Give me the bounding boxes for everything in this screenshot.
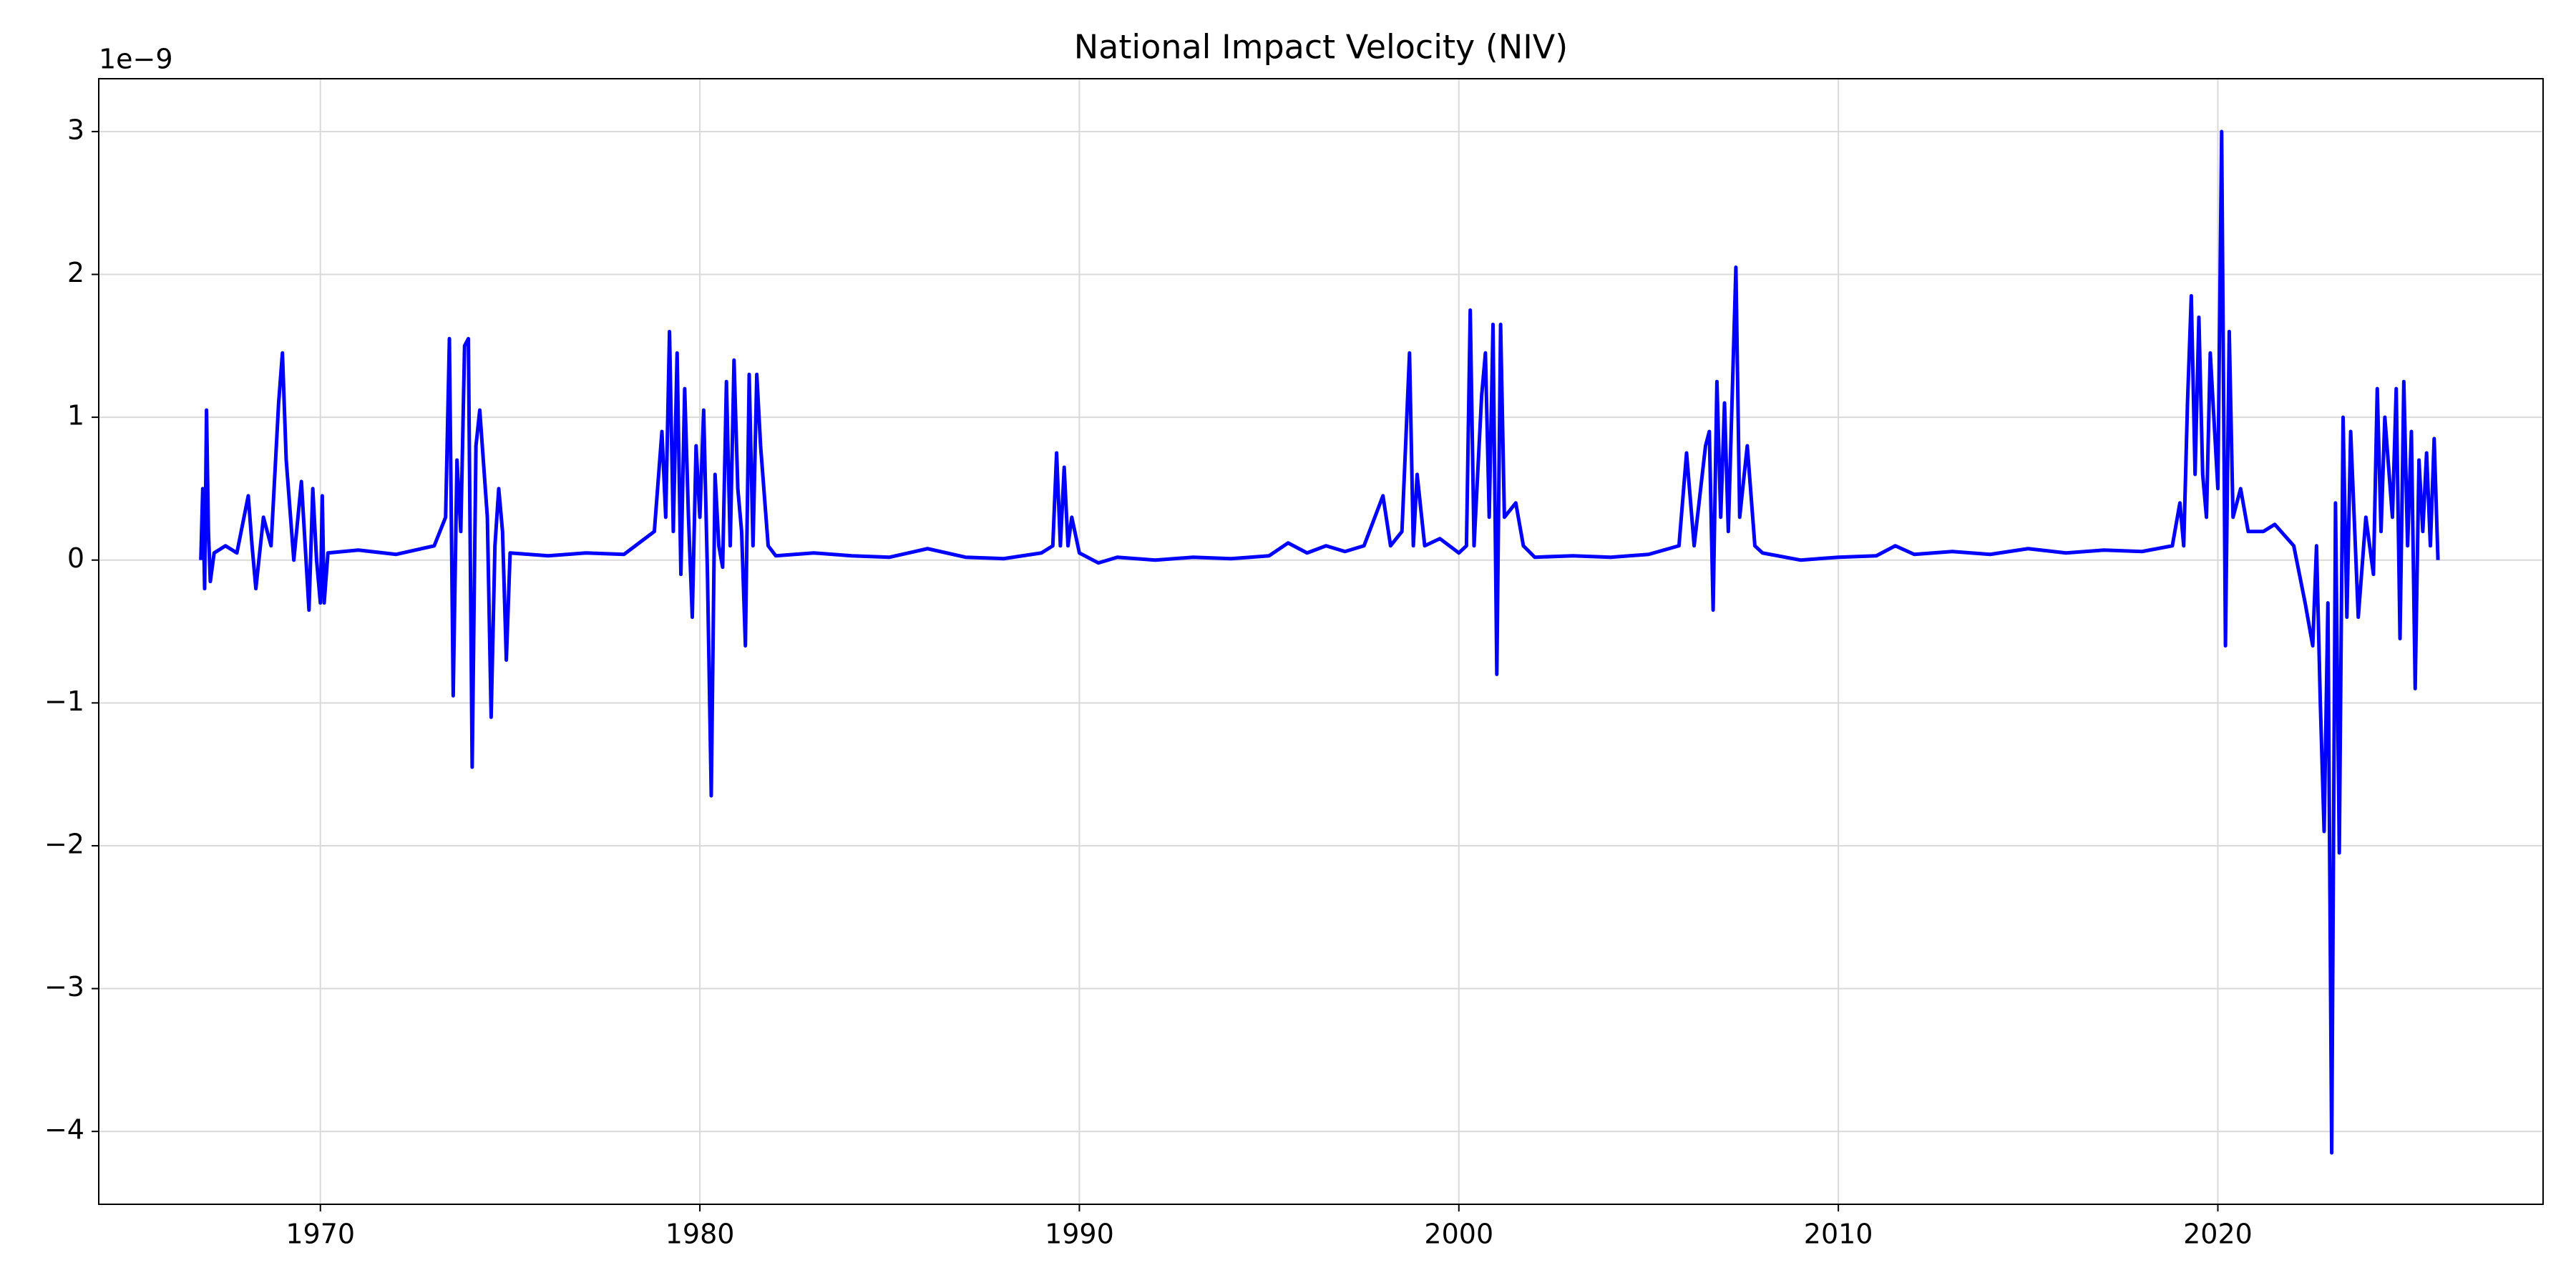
- x-tick-label: 1980: [665, 1219, 735, 1250]
- y-tick-label: −2: [44, 828, 84, 859]
- plot-frame: [98, 78, 2544, 1205]
- x-tick-label: 2010: [1804, 1219, 1873, 1250]
- y-offset-label: 1e−9: [99, 44, 173, 75]
- x-tick-label: 2020: [2183, 1219, 2253, 1250]
- y-tick-label: 1: [67, 400, 84, 431]
- y-tick-label: −3: [44, 971, 84, 1002]
- x-tick-label: 2000: [1424, 1219, 1493, 1250]
- y-tick-label: 3: [67, 114, 84, 145]
- y-tick-label: 0: [67, 542, 84, 574]
- x-tick-label: 1970: [286, 1219, 355, 1250]
- y-tick-label: −4: [44, 1114, 84, 1146]
- x-tick-label: 1990: [1045, 1219, 1114, 1250]
- y-tick-label: −1: [44, 686, 84, 717]
- y-tick-label: 2: [67, 257, 84, 288]
- chart-title: National Impact Velocity (NIV): [1074, 28, 1568, 67]
- data-line: [199, 130, 2440, 1155]
